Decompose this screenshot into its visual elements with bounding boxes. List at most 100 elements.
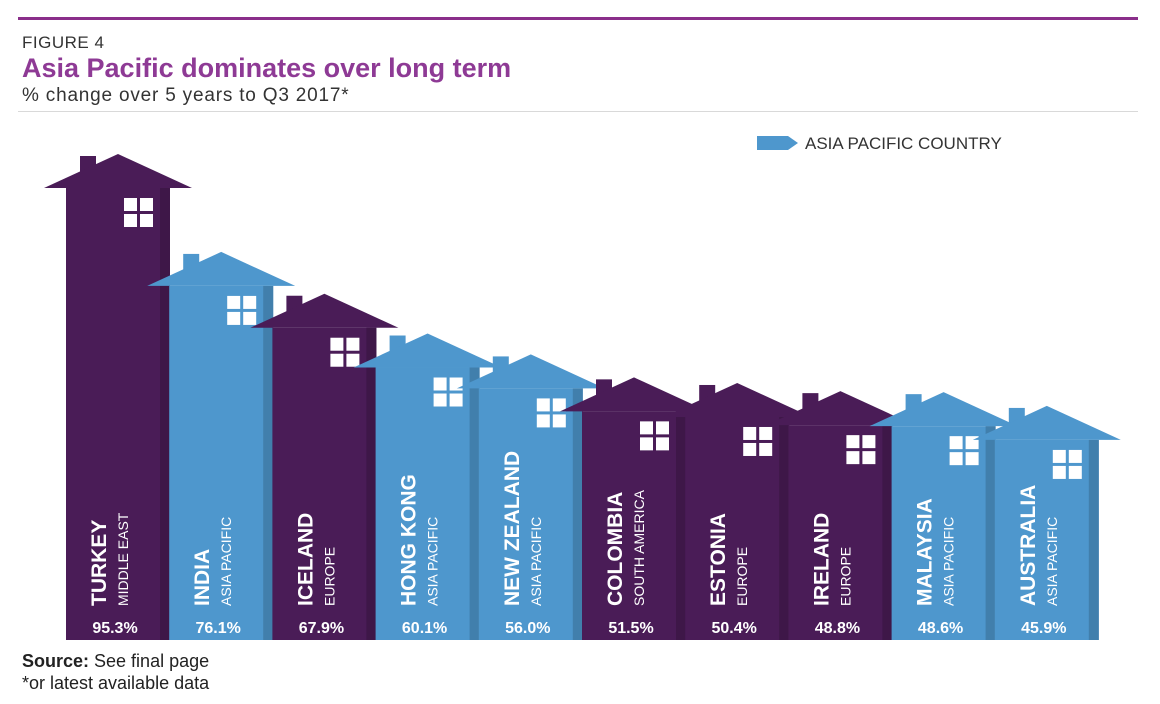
country-label: IRELAND — [810, 513, 833, 606]
house-bar-hong-kong: HONG KONG ASIA PACIFIC 60.1% — [353, 333, 502, 640]
country-label: TURKEY — [88, 520, 111, 606]
window-pane — [862, 451, 876, 465]
top-rule — [18, 17, 1138, 20]
window-pane — [1068, 449, 1082, 463]
window-icon — [124, 198, 153, 227]
window-pane — [862, 435, 876, 449]
window-pane — [640, 421, 653, 435]
house-bar-estonia: ESTONIA EUROPE 50.4% — [663, 382, 812, 640]
window-pane — [552, 414, 566, 428]
value-label: 48.6% — [918, 620, 963, 637]
house-shadow — [676, 411, 686, 640]
window-pane — [227, 311, 241, 325]
country-label: NEW ZEALAND — [501, 451, 524, 606]
region-label: ASIA PACIFIC — [425, 517, 441, 606]
value-label: 50.4% — [712, 620, 757, 637]
house-bar-australia: AUSTRALIA ASIA PACIFIC 45.9% — [972, 405, 1121, 640]
country-label: INDIA — [191, 549, 214, 606]
house-bar-colombia: COLOMBIA SOUTH AMERICA 51.5% — [560, 377, 708, 640]
value-label: 60.1% — [402, 620, 447, 637]
house-shadow — [882, 425, 893, 640]
window-icon — [227, 295, 257, 325]
window-icon — [1052, 449, 1082, 479]
house-bar-malaysia: MALAYSIA ASIA PACIFIC 48.6% — [869, 392, 1018, 640]
value-label: 45.9% — [1021, 620, 1066, 637]
window-pane — [965, 436, 979, 450]
window-pane — [124, 198, 137, 211]
house-roof — [766, 391, 915, 426]
house-roof — [44, 154, 192, 188]
house-bar-turkey: TURKEY MIDDLE EAST 95.3% — [44, 154, 192, 640]
house-bar-iceland: ICELAND EUROPE 67.9% — [250, 293, 399, 640]
house-body — [272, 327, 377, 640]
house-body — [478, 388, 583, 640]
window-pane — [1052, 449, 1066, 463]
window-pane — [640, 437, 653, 451]
region-label: ASIA PACIFIC — [941, 517, 957, 606]
country-label: ICELAND — [294, 513, 317, 606]
window-pane — [1052, 465, 1066, 479]
value-label: 48.8% — [815, 620, 860, 637]
house-body — [375, 367, 480, 640]
region-label: EUROPE — [321, 547, 337, 606]
chart-title: Asia Pacific dominates over long term — [22, 53, 512, 83]
region-label: EUROPE — [837, 547, 853, 606]
region-label: EUROPE — [734, 547, 750, 606]
house-shadow — [572, 388, 583, 640]
window-pane — [449, 377, 463, 391]
legend-label: ASIA PACIFIC COUNTRY — [805, 134, 1002, 153]
window-pane — [949, 452, 963, 466]
house-shadow — [469, 367, 480, 640]
region-label: SOUTH AMERICA — [631, 489, 647, 606]
value-label: 67.9% — [299, 620, 344, 637]
window-pane — [449, 393, 463, 407]
window-pane — [346, 353, 360, 367]
window-icon — [846, 435, 876, 465]
house-shadow — [263, 285, 274, 640]
subtitle-rule — [18, 111, 1138, 112]
house-body — [788, 425, 893, 640]
window-pane — [140, 214, 153, 227]
legend: ASIA PACIFIC COUNTRY — [757, 134, 1002, 153]
house-shadow — [779, 416, 790, 640]
window-pane — [124, 214, 137, 227]
house-body — [169, 285, 274, 640]
legend-swatch-arrow — [757, 136, 798, 150]
window-icon — [743, 426, 773, 456]
window-pane — [433, 377, 447, 391]
value-label: 51.5% — [608, 620, 653, 637]
window-pane — [949, 436, 963, 450]
window-pane — [243, 295, 257, 309]
house-roof — [663, 382, 812, 417]
source-text: See final page — [89, 651, 210, 671]
country-label: HONG KONG — [398, 474, 421, 606]
region-label: ASIA PACIFIC — [1044, 517, 1060, 606]
window-pane — [243, 311, 257, 325]
house-roof — [250, 293, 399, 328]
window-pane — [227, 295, 241, 309]
window-pane — [759, 442, 773, 456]
country-label: COLOMBIA — [604, 492, 627, 606]
source-label: Source: — [22, 651, 90, 671]
window-pane — [552, 398, 566, 412]
figure-label: FIGURE 4 — [22, 33, 105, 52]
country-label: MALAYSIA — [914, 498, 937, 606]
region-label: MIDDLE EAST — [115, 512, 131, 606]
window-pane — [846, 435, 860, 449]
window-pane — [743, 442, 757, 456]
region-label: ASIA PACIFIC — [218, 517, 234, 606]
window-pane — [330, 337, 344, 351]
window-pane — [433, 393, 447, 407]
window-pane — [965, 452, 979, 466]
value-label: 95.3% — [92, 620, 137, 637]
country-label: AUSTRALIA — [1017, 485, 1040, 606]
window-pane — [330, 353, 344, 367]
window-icon — [536, 398, 566, 428]
window-pane — [656, 421, 669, 435]
house-shadow — [985, 426, 996, 640]
house-shadow — [160, 188, 170, 640]
house-roof — [353, 333, 502, 368]
country-label: ESTONIA — [707, 513, 730, 606]
window-icon — [949, 436, 979, 466]
